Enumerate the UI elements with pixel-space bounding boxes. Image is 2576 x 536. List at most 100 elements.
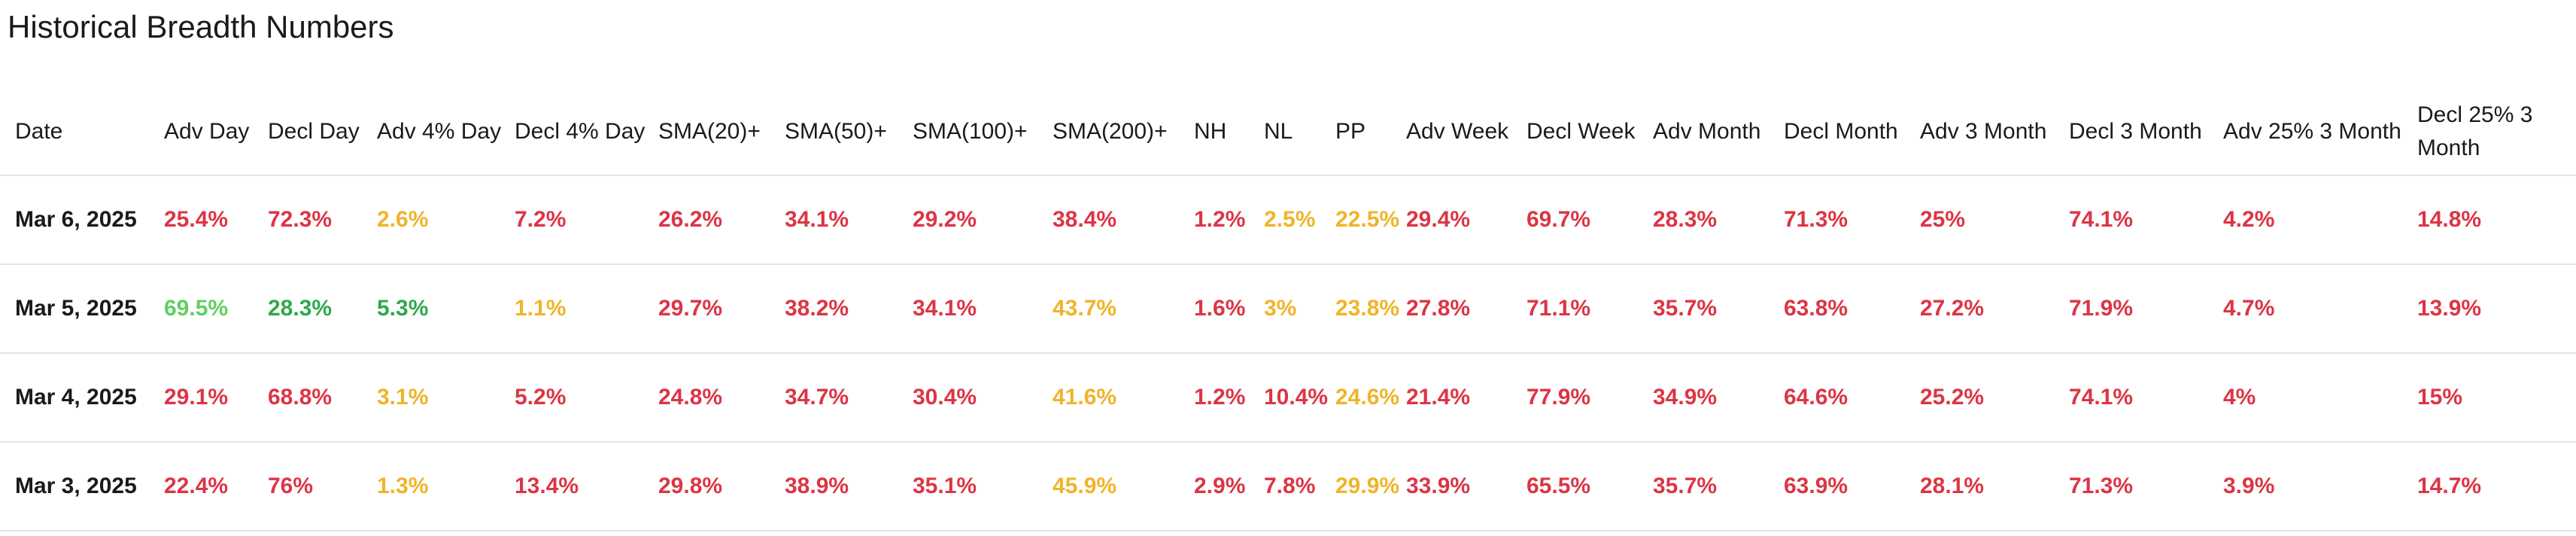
value-cell: 5.3% [377,264,515,354]
value-cell: 14.7% [2417,442,2576,531]
column-header[interactable]: Adv Day [164,89,268,176]
value-cell: 71.1% [1526,264,1653,354]
column-header[interactable]: Decl Day [268,89,377,176]
column-header[interactable]: Adv 4% Day [377,89,515,176]
value-cell: 71.3% [2069,442,2223,531]
value-cell: 41.6% [1053,353,1194,443]
value-cell: 1.3% [377,442,515,531]
value-cell: 34.1% [913,264,1053,354]
column-header[interactable]: Adv 25% 3 Month [2223,89,2417,176]
value-cell: 1.1% [515,264,658,354]
value-cell: 45.9% [1053,442,1194,531]
value-cell: 7.2% [515,175,658,265]
value-cell: 22.4% [164,442,268,531]
value-cell: 34.7% [785,353,913,443]
table-row[interactable]: Mar 6, 2025 25.4% 72.3% 2.6% 7.2% 26.2% 34.1% 2… [0,175,2576,265]
value-cell: 26.2% [658,175,785,265]
date-cell: Mar 4, 2025 [0,353,164,443]
value-cell: 25.2% [1920,353,2069,443]
value-cell: 23.8% [1335,264,1406,354]
value-cell: 74.1% [2069,353,2223,443]
column-header[interactable]: NL [1264,89,1335,176]
value-cell: 13.9% [2417,264,2576,354]
value-cell: 25% [1920,175,2069,265]
value-cell: 34.1% [785,175,913,265]
value-cell: 1.2% [1194,175,1264,265]
value-cell: 28.3% [1653,175,1784,265]
value-cell: 64.6% [1784,353,1920,443]
value-cell: 35.1% [913,442,1053,531]
value-cell: 28.3% [268,264,377,354]
value-cell: 63.8% [1784,264,1920,354]
value-cell: 4.7% [2223,264,2417,354]
column-header[interactable]: SMA(200)+ [1053,89,1194,176]
column-header[interactable]: Adv Month [1653,89,1784,176]
date-cell: Mar 3, 2025 [0,442,164,531]
value-cell: 24.6% [1335,353,1406,443]
column-header[interactable]: Decl Week [1526,89,1653,176]
value-cell: 29.8% [658,442,785,531]
date-cell: Mar 5, 2025 [0,264,164,354]
value-cell: 3.1% [377,353,515,443]
value-cell: 38.9% [785,442,913,531]
value-cell: 65.5% [1526,442,1653,531]
value-cell: 69.5% [164,264,268,354]
value-cell: 1.2% [1194,353,1264,443]
column-header[interactable]: SMA(20)+ [658,89,785,176]
value-cell: 4% [2223,353,2417,443]
value-cell: 22.5% [1335,175,1406,265]
value-cell: 34.9% [1653,353,1784,443]
value-cell: 1.6% [1194,264,1264,354]
value-cell: 21.4% [1406,353,1526,443]
value-cell: 2.6% [377,175,515,265]
value-cell: 29.1% [164,353,268,443]
value-cell: 63.9% [1784,442,1920,531]
table-row[interactable]: Mar 4, 2025 29.1% 68.8% 3.1% 5.2% 24.8% 34.7% 3… [0,353,2576,443]
column-header[interactable]: Date [0,89,164,176]
value-cell: 29.4% [1406,175,1526,265]
column-header[interactable]: Decl 25% 3 Month [2417,89,2576,176]
table-row[interactable]: Mar 5, 2025 69.5% 28.3% 5.3% 1.1% 29.7% 38.2% 3… [0,264,2576,354]
value-cell: 27.2% [1920,264,2069,354]
column-header[interactable]: SMA(50)+ [785,89,913,176]
breadth-table: Date Adv Day Decl Day Adv 4% Day Decl 4% Day… [0,89,2576,531]
value-cell: 71.3% [1784,175,1920,265]
value-cell: 14.8% [2417,175,2576,265]
value-cell: 25.4% [164,175,268,265]
value-cell: 4.2% [2223,175,2417,265]
value-cell: 28.1% [1920,442,2069,531]
value-cell: 24.8% [658,353,785,443]
value-cell: 27.8% [1406,264,1526,354]
column-header[interactable]: SMA(100)+ [913,89,1053,176]
date-cell: Mar 6, 2025 [0,175,164,265]
column-header[interactable]: Adv 3 Month [1920,89,2069,176]
column-header[interactable]: NH [1194,89,1264,176]
table-row[interactable]: Mar 3, 2025 22.4% 76% 1.3% 13.4% 29.8% 38.9% 35… [0,442,2576,531]
value-cell: 76% [268,442,377,531]
value-cell: 29.7% [658,264,785,354]
value-cell: 43.7% [1053,264,1194,354]
value-cell: 38.4% [1053,175,1194,265]
header-row: Date Adv Day Decl Day Adv 4% Day Decl 4% Day… [0,89,2576,176]
column-header[interactable]: Adv Week [1406,89,1526,176]
value-cell: 71.9% [2069,264,2223,354]
value-cell: 72.3% [268,175,377,265]
page-title: Historical Breadth Numbers [8,9,394,44]
value-cell: 30.4% [913,353,1053,443]
column-header[interactable]: Decl 4% Day [515,89,658,176]
value-cell: 10.4% [1264,353,1335,443]
value-cell: 68.8% [268,353,377,443]
value-cell: 35.7% [1653,264,1784,354]
value-cell: 7.8% [1264,442,1335,531]
column-header[interactable]: Decl Month [1784,89,1920,176]
value-cell: 29.2% [913,175,1053,265]
column-header[interactable]: Decl 3 Month [2069,89,2223,176]
value-cell: 2.5% [1264,175,1335,265]
value-cell: 3% [1264,264,1335,354]
table-body: Mar 6, 2025 25.4% 72.3% 2.6% 7.2% 26.2% 34.1% 2… [0,175,2576,531]
value-cell: 13.4% [515,442,658,531]
column-header[interactable]: PP [1335,89,1406,176]
value-cell: 29.9% [1335,442,1406,531]
value-cell: 38.2% [785,264,913,354]
value-cell: 15% [2417,353,2576,443]
